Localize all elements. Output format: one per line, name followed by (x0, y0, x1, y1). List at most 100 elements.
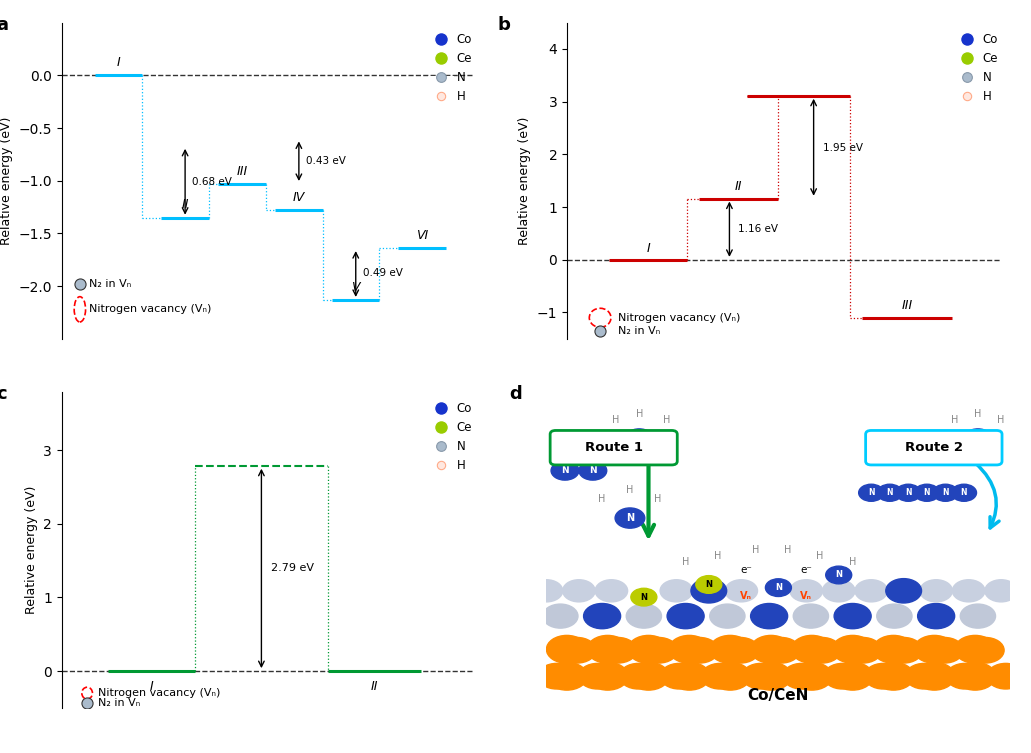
Text: H: H (752, 544, 759, 555)
Circle shape (783, 663, 821, 689)
Circle shape (946, 663, 984, 689)
Circle shape (588, 636, 628, 663)
Circle shape (834, 603, 871, 629)
Text: II: II (371, 680, 378, 693)
Circle shape (584, 603, 621, 629)
Text: c: c (0, 386, 6, 404)
Circle shape (913, 636, 955, 663)
Text: Vₙ: Vₙ (800, 590, 812, 601)
Text: H: H (681, 557, 690, 567)
Circle shape (913, 663, 955, 690)
Circle shape (725, 580, 758, 602)
Circle shape (696, 575, 722, 593)
Text: Route 1: Route 1 (585, 441, 642, 454)
Circle shape (709, 604, 745, 628)
Circle shape (751, 636, 792, 663)
Circle shape (595, 580, 628, 602)
Circle shape (640, 638, 677, 663)
Circle shape (803, 638, 841, 663)
Circle shape (578, 663, 617, 689)
Circle shape (660, 663, 698, 689)
Text: II: II (735, 181, 742, 194)
Text: H: H (849, 557, 857, 567)
Circle shape (926, 638, 963, 663)
Text: Route 2: Route 2 (905, 441, 963, 454)
Text: H: H (635, 409, 643, 419)
Text: H: H (714, 551, 722, 561)
Circle shape (823, 580, 855, 602)
Text: 0.49 eV: 0.49 eV (363, 269, 403, 279)
Text: e⁻: e⁻ (740, 566, 752, 575)
Text: H: H (997, 415, 1005, 425)
Circle shape (792, 636, 832, 663)
Text: N: N (775, 583, 781, 592)
Circle shape (538, 663, 575, 689)
Text: H: H (784, 544, 792, 555)
Circle shape (886, 578, 922, 603)
Legend: Co, Ce, N, H: Co, Ce, N, H (951, 29, 1003, 108)
Circle shape (824, 663, 861, 689)
Circle shape (877, 484, 902, 501)
Text: IV: IV (293, 191, 305, 204)
Y-axis label: Relative energy (eV): Relative energy (eV) (519, 117, 531, 245)
Circle shape (722, 638, 759, 663)
Circle shape (844, 638, 882, 663)
Circle shape (628, 636, 669, 663)
Text: H: H (867, 456, 875, 466)
Text: H: H (817, 551, 824, 561)
Text: 1.16 eV: 1.16 eV (738, 224, 778, 234)
Text: N₂ in Vₙ: N₂ in Vₙ (90, 279, 132, 289)
Text: VI: VI (415, 229, 428, 242)
Text: b: b (498, 17, 510, 35)
Circle shape (660, 580, 693, 602)
Text: H: H (974, 409, 982, 419)
Circle shape (762, 638, 800, 663)
Circle shape (885, 638, 923, 663)
Text: I: I (646, 242, 651, 255)
Text: 2.79 eV: 2.79 eV (271, 563, 314, 573)
Circle shape (616, 508, 644, 528)
Text: N: N (561, 466, 569, 475)
Circle shape (790, 580, 823, 602)
Text: e⁻: e⁻ (800, 566, 812, 575)
Circle shape (579, 461, 606, 480)
FancyBboxPatch shape (551, 431, 677, 465)
Circle shape (914, 484, 939, 501)
Circle shape (792, 663, 832, 690)
Circle shape (987, 663, 1025, 689)
Text: a: a (0, 17, 8, 35)
Circle shape (953, 580, 985, 602)
Circle shape (955, 663, 996, 690)
Circle shape (918, 603, 955, 629)
Circle shape (955, 636, 996, 663)
Circle shape (751, 603, 788, 629)
Text: Nitrogen vacancy (Vₙ): Nitrogen vacancy (Vₙ) (619, 312, 740, 323)
Circle shape (620, 663, 657, 689)
Circle shape (546, 663, 588, 690)
Text: H: H (612, 415, 620, 425)
Circle shape (873, 663, 913, 690)
FancyBboxPatch shape (866, 431, 1002, 465)
Circle shape (832, 636, 873, 663)
Text: N: N (974, 434, 982, 444)
Circle shape (667, 603, 704, 629)
Circle shape (709, 636, 751, 663)
Text: N: N (635, 434, 643, 444)
Text: I: I (149, 680, 154, 693)
Text: III: III (236, 165, 247, 178)
Y-axis label: Relative energy (eV): Relative energy (eV) (25, 486, 38, 614)
Circle shape (859, 484, 884, 501)
Legend: Co, Ce, N, H: Co, Ce, N, H (425, 398, 476, 477)
Circle shape (896, 484, 921, 501)
Circle shape (873, 636, 913, 663)
Circle shape (669, 663, 709, 690)
Text: H: H (598, 494, 606, 505)
Circle shape (546, 636, 588, 663)
Circle shape (793, 604, 829, 628)
Text: II: II (181, 198, 189, 212)
Circle shape (952, 484, 976, 501)
Circle shape (628, 663, 669, 690)
Text: N₂ in Vₙ: N₂ in Vₙ (98, 698, 140, 708)
Y-axis label: Relative energy (eV): Relative energy (eV) (0, 117, 13, 245)
Circle shape (599, 638, 637, 663)
